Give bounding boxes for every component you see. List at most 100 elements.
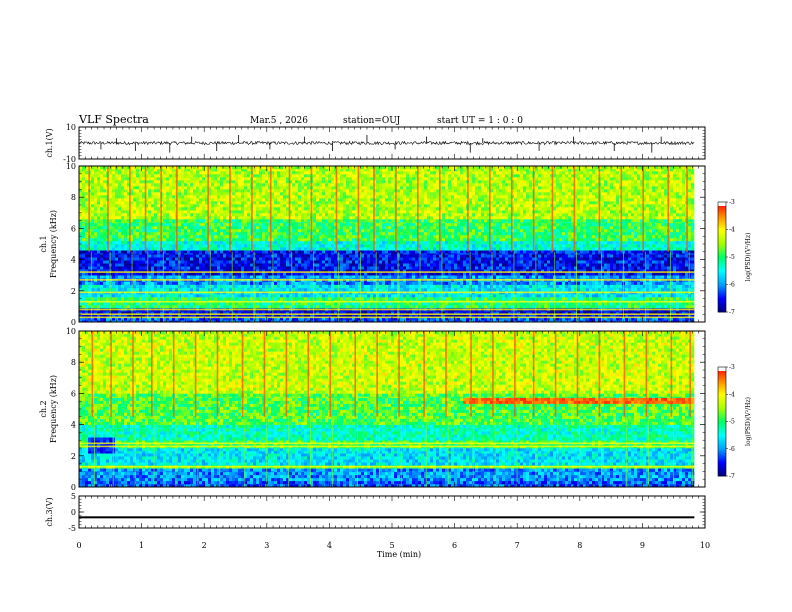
spectrogram-cell bbox=[112, 247, 116, 251]
spectrogram-cell bbox=[160, 254, 164, 258]
spectrogram-cell bbox=[166, 311, 170, 315]
spectrogram-cell bbox=[91, 186, 95, 190]
spectrogram-cell bbox=[265, 254, 269, 258]
spectrogram-cell bbox=[232, 228, 236, 233]
spectrogram-cell bbox=[319, 297, 323, 301]
spectrogram-cell bbox=[256, 222, 260, 227]
spectrogram-cell bbox=[97, 257, 101, 261]
spectrogram-cell bbox=[205, 302, 209, 306]
spectrogram-cell bbox=[295, 254, 299, 258]
spectrogram-cell bbox=[85, 284, 89, 288]
spectrogram-cell bbox=[211, 269, 215, 273]
spectrogram-cell bbox=[316, 166, 320, 170]
spectrogram-cell bbox=[289, 266, 293, 270]
spectrogram-cell bbox=[124, 166, 128, 170]
spectrogram-cell bbox=[259, 171, 263, 175]
spectrogram-cell bbox=[205, 228, 209, 233]
spectrogram-cell bbox=[115, 192, 119, 196]
spectrogram-cell bbox=[187, 210, 191, 214]
spectrogram-cell bbox=[313, 302, 317, 306]
spectrogram-cell bbox=[226, 198, 230, 202]
spectrogram-cell bbox=[304, 180, 308, 184]
spectrogram-cell bbox=[289, 254, 293, 258]
spectrogram-cell bbox=[187, 231, 191, 236]
spectrogram-cell bbox=[103, 254, 107, 258]
spectrogram-cell bbox=[322, 228, 326, 233]
spectrogram-cell bbox=[286, 314, 290, 318]
spectrogram-cell bbox=[301, 257, 305, 261]
spectrogram-cell bbox=[244, 299, 248, 303]
spectrogram-cell bbox=[100, 180, 104, 184]
spectrogram-cell bbox=[265, 219, 269, 223]
spectrogram-cell bbox=[193, 192, 197, 196]
spectrogram-cell bbox=[307, 266, 311, 270]
spectrogram-cell bbox=[169, 299, 173, 303]
spectrogram-cell bbox=[115, 257, 119, 261]
spectrogram-cell bbox=[145, 254, 149, 258]
spectrogram-cell bbox=[298, 302, 302, 306]
spectrogram-cell bbox=[196, 189, 200, 193]
spectrogram-cell bbox=[271, 166, 275, 170]
spectrogram-cell bbox=[124, 319, 128, 323]
spectrogram-cell bbox=[100, 247, 104, 251]
spectrogram-cell bbox=[277, 186, 281, 190]
spectrogram-cell bbox=[187, 288, 191, 292]
spectrogram-cell bbox=[130, 177, 134, 181]
spectrogram-cell bbox=[304, 314, 308, 318]
spectrogram-cell bbox=[82, 263, 86, 267]
spectrogram-cell bbox=[157, 317, 161, 321]
spectrogram-cell bbox=[298, 311, 302, 315]
spectrogram-cell bbox=[196, 250, 200, 254]
spectrogram-cell bbox=[121, 254, 125, 258]
spectrogram-cell bbox=[283, 225, 287, 230]
spectrogram-cell bbox=[79, 272, 83, 276]
spectrogram-cell bbox=[307, 168, 311, 172]
spectrogram-cell bbox=[238, 266, 242, 270]
spectrogram-cell bbox=[106, 260, 110, 264]
spectrogram-cell bbox=[208, 174, 212, 178]
spectrogram-cell bbox=[109, 219, 113, 223]
spectrogram-cell bbox=[112, 302, 116, 306]
spectrogram-cell bbox=[322, 250, 326, 254]
spectrogram-cell bbox=[259, 281, 263, 285]
spectrogram-cell bbox=[97, 198, 101, 202]
spectrogram-cell bbox=[223, 299, 227, 303]
spectrogram-cell bbox=[223, 257, 227, 261]
spectrogram-cell bbox=[124, 281, 128, 285]
spectrogram-cell bbox=[301, 250, 305, 254]
spectrogram-cell bbox=[91, 254, 95, 258]
spectrogram-cell bbox=[118, 247, 122, 251]
spectrogram-cell bbox=[82, 302, 86, 306]
spectrogram-cell bbox=[82, 281, 86, 285]
spectrogram-cell bbox=[100, 192, 104, 196]
spectrogram-cell bbox=[304, 192, 308, 196]
spectrogram-cell bbox=[199, 288, 203, 292]
spectrogram-cell bbox=[88, 311, 92, 315]
spectrogram-cell bbox=[157, 171, 161, 175]
spectrogram-cell bbox=[289, 247, 293, 251]
spectrogram-cell bbox=[178, 240, 182, 245]
spectrogram-cell bbox=[172, 234, 176, 239]
spectrogram-cell bbox=[301, 207, 305, 211]
start-time-label: start UT = 1 : 0 : 0 bbox=[437, 116, 523, 126]
spectrogram-cell bbox=[139, 186, 143, 190]
spectrogram-cell bbox=[220, 302, 224, 306]
spectrogram-cell bbox=[280, 288, 284, 292]
spectrogram-cell bbox=[196, 272, 200, 276]
spectrogram-cell bbox=[82, 269, 86, 273]
spectrogram-cell bbox=[127, 281, 131, 285]
spectrogram-cell bbox=[181, 189, 185, 193]
spectrogram-cell bbox=[166, 171, 170, 175]
spectrogram-cell bbox=[202, 234, 206, 239]
spectrogram-cell bbox=[244, 266, 248, 270]
spectrogram-cell bbox=[280, 240, 284, 245]
spectrogram-cell bbox=[127, 260, 131, 264]
spectrogram-cell bbox=[145, 171, 149, 175]
spectrogram-cell bbox=[253, 183, 257, 187]
spectrogram-cell bbox=[121, 234, 125, 239]
spectrogram-cell bbox=[103, 234, 107, 239]
spectrogram-cell bbox=[169, 272, 173, 276]
spectrogram-cell bbox=[154, 225, 158, 230]
spectrogram-cell bbox=[115, 180, 119, 184]
spectrogram-cell bbox=[202, 198, 206, 202]
